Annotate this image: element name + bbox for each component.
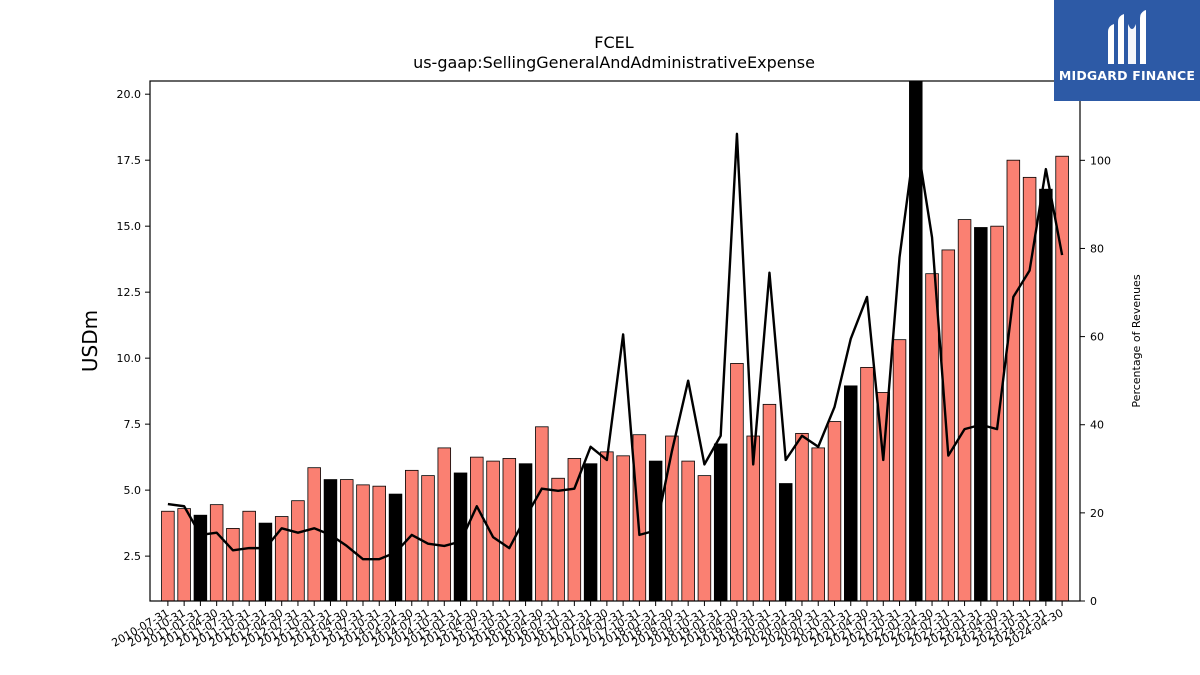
line-series — [167, 132, 1064, 561]
y-tick-label: 15.0 — [117, 220, 142, 233]
bar — [681, 460, 695, 602]
brand-name: MIDGARD FINANCE — [1058, 68, 1196, 83]
y-right-tick-label: 60 — [1090, 331, 1104, 344]
bar-series — [161, 80, 1069, 602]
bar — [665, 435, 679, 602]
bar — [632, 434, 647, 602]
y-right-tick-label: 20 — [1090, 507, 1104, 520]
bar — [291, 500, 305, 602]
bar — [795, 432, 809, 602]
bar — [730, 363, 744, 602]
chart-subtitle: us-gaap:SellingGeneralAndAdministrativeE… — [413, 53, 815, 72]
bar — [258, 522, 273, 602]
y-tick-label: 20.0 — [117, 88, 142, 101]
bar — [242, 510, 256, 602]
bar — [502, 458, 517, 602]
bar — [551, 477, 565, 602]
bar — [762, 403, 777, 602]
bar — [1055, 155, 1069, 602]
bar — [860, 366, 874, 602]
bar — [226, 528, 240, 602]
bar — [535, 426, 549, 602]
bar — [372, 485, 386, 602]
bar — [892, 339, 907, 602]
bar — [778, 483, 793, 602]
bar — [990, 225, 1004, 602]
bar — [811, 447, 825, 602]
y-tick-label: 5.0 — [124, 484, 142, 497]
bar — [844, 385, 858, 602]
bar — [339, 479, 354, 602]
bar — [437, 447, 452, 602]
y-axis-label-right: Percentage of Revenues — [1130, 274, 1143, 407]
bar — [307, 467, 321, 602]
bar — [974, 227, 988, 602]
plot-frame — [149, 80, 1081, 602]
y-axis-label-left: USDm — [78, 310, 102, 372]
axes: 2.5 5.0 7.5 10.0 12.5 15.0 17.5 20.0 0 20 40 60 80 10… — [110, 80, 1111, 650]
bar — [957, 219, 972, 602]
bar — [827, 421, 842, 602]
y-right-tick-label: 40 — [1090, 419, 1104, 432]
bar — [713, 443, 728, 602]
bar — [941, 249, 956, 602]
bar — [421, 475, 435, 602]
y-tick-label: 12.5 — [117, 286, 142, 299]
bar — [518, 463, 533, 602]
bar — [161, 510, 175, 602]
y-tick-label: 7.5 — [124, 418, 142, 431]
bar — [697, 475, 712, 602]
midgard-logo-icon — [1108, 10, 1146, 64]
bar — [583, 463, 598, 602]
series-line — [167, 132, 1064, 561]
bar — [925, 273, 939, 602]
y-right-tick-label: 80 — [1090, 242, 1104, 255]
y-right-tick-label: 0 — [1090, 595, 1097, 608]
bar — [600, 451, 614, 602]
bar — [470, 456, 484, 602]
bar — [616, 455, 630, 602]
bar — [323, 479, 338, 602]
y-tick-label: 17.5 — [117, 154, 142, 167]
bar — [209, 504, 224, 602]
bar — [356, 484, 370, 602]
chart-title: FCEL — [594, 33, 633, 52]
bar — [453, 472, 468, 602]
midgard-finance-logo: MIDGARD FINANCE — [1054, 0, 1200, 101]
bar — [1006, 159, 1021, 602]
y-tick-label: 10.0 — [117, 352, 142, 365]
bar — [177, 508, 191, 602]
y-tick-label: 2.5 — [124, 550, 142, 563]
y-right-tick-label: 100 — [1090, 154, 1111, 167]
bar — [1039, 188, 1053, 602]
